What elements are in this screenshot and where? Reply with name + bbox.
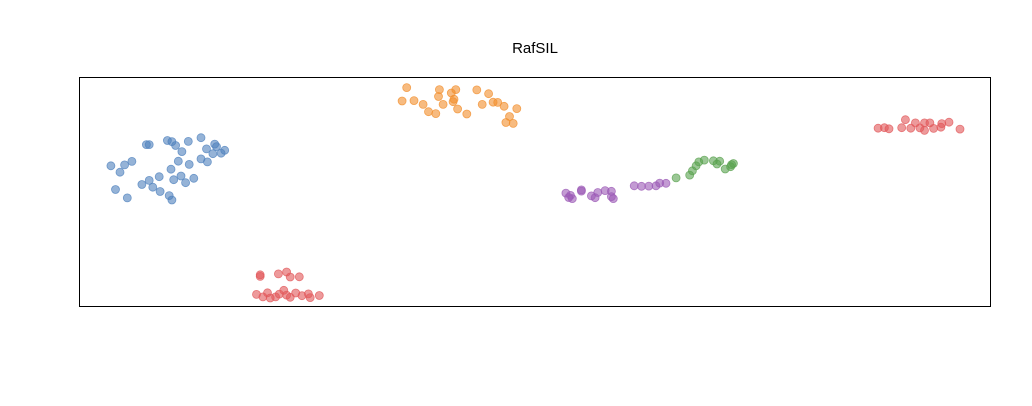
data-point-s1-p12	[449, 94, 459, 104]
data-point-s0-p28	[202, 144, 211, 154]
data-point-s1-p11	[451, 85, 461, 94]
data-point-s0-p10	[162, 136, 172, 145]
data-point-s1-p13	[453, 104, 463, 114]
data-point-s4-p18	[661, 178, 671, 188]
data-point-s2-p12	[305, 293, 315, 303]
data-point-s5-p5	[699, 155, 709, 165]
plot-frame	[79, 77, 991, 307]
data-point-s0-p13	[173, 156, 183, 166]
data-point-s4-p12	[608, 194, 618, 204]
data-point-s1-p23	[508, 119, 518, 128]
data-point-s0-p24	[184, 159, 194, 169]
data-point-s0-p34	[196, 133, 206, 143]
data-point-s0-p0	[106, 161, 116, 171]
data-point-s0-p12	[177, 147, 187, 157]
data-point-s0-p14	[154, 172, 164, 182]
data-point-s1-p14	[462, 109, 472, 119]
data-point-s0-p19	[167, 195, 177, 205]
data-point-s0-p5	[122, 193, 132, 203]
data-point-s4-p15	[644, 181, 654, 191]
data-point-s0-p4	[111, 185, 120, 194]
data-point-s0-p9	[171, 141, 181, 150]
data-point-s1-p7	[438, 100, 448, 109]
data-point-s3-p13	[937, 119, 947, 128]
data-point-s4-p5	[577, 185, 586, 195]
data-point-s0-p26	[202, 157, 212, 167]
data-point-s3-p15	[955, 124, 965, 134]
data-point-s0-p35	[137, 180, 147, 189]
data-point-s3-p14	[944, 117, 954, 127]
data-point-s5-p8	[715, 156, 725, 166]
data-point-s2-p17	[273, 269, 283, 279]
data-point-s0-p11	[183, 136, 193, 146]
scatter-points	[106, 83, 965, 303]
data-point-s0-p1	[115, 167, 125, 177]
data-point-s2-p19	[255, 271, 265, 281]
data-point-s3-p2	[884, 124, 894, 134]
data-point-s5-p12	[729, 159, 738, 168]
data-point-s2-p13	[314, 291, 324, 300]
data-point-s1-p16	[477, 100, 487, 109]
data-point-s1-p3	[418, 100, 428, 109]
data-point-s0-p33	[166, 164, 176, 174]
data-point-s0-p16	[148, 182, 158, 192]
data-point-s3-p3	[897, 123, 907, 133]
data-point-s0-p32	[220, 145, 230, 155]
data-point-s3-p4	[901, 115, 910, 125]
data-point-s0-p17	[155, 187, 165, 196]
data-point-s1-p17	[484, 89, 494, 99]
data-point-s1-p5	[431, 109, 441, 118]
data-point-s3-p9	[920, 125, 929, 135]
data-point-s4-p14	[637, 181, 646, 191]
data-point-s1-p4	[424, 107, 433, 117]
data-point-s3-p11	[929, 123, 938, 133]
data-point-s1-p15	[472, 85, 482, 95]
data-point-s0-p3	[127, 156, 137, 166]
data-point-s1-p2	[409, 96, 419, 105]
data-point-s0-p20	[169, 175, 179, 185]
data-point-s4-p13	[629, 181, 639, 191]
data-point-s1-p24	[512, 104, 522, 113]
data-point-s1-p19	[493, 98, 503, 107]
data-point-s1-p22	[501, 118, 511, 127]
data-point-s1-p20	[499, 101, 509, 111]
data-point-s0-p31	[210, 139, 220, 149]
data-point-s5-p0	[671, 173, 681, 183]
data-point-s0-p15	[144, 175, 154, 185]
data-point-s0-p22	[181, 178, 191, 188]
chart-title: RafSIL	[512, 40, 558, 57]
data-point-s4-p3	[567, 194, 577, 204]
data-point-s1-p0	[402, 83, 412, 92]
data-point-s2-p16	[282, 267, 292, 277]
data-point-s1-p1	[397, 96, 407, 106]
data-point-s0-p2	[120, 160, 129, 170]
data-point-s0-p21	[176, 171, 186, 181]
data-point-s2-p14	[294, 272, 304, 282]
data-point-s0-p23	[189, 173, 199, 183]
data-point-s0-p7	[144, 140, 154, 150]
data-point-s1-p8	[434, 85, 444, 94]
data-point-s4-p8	[593, 188, 603, 197]
